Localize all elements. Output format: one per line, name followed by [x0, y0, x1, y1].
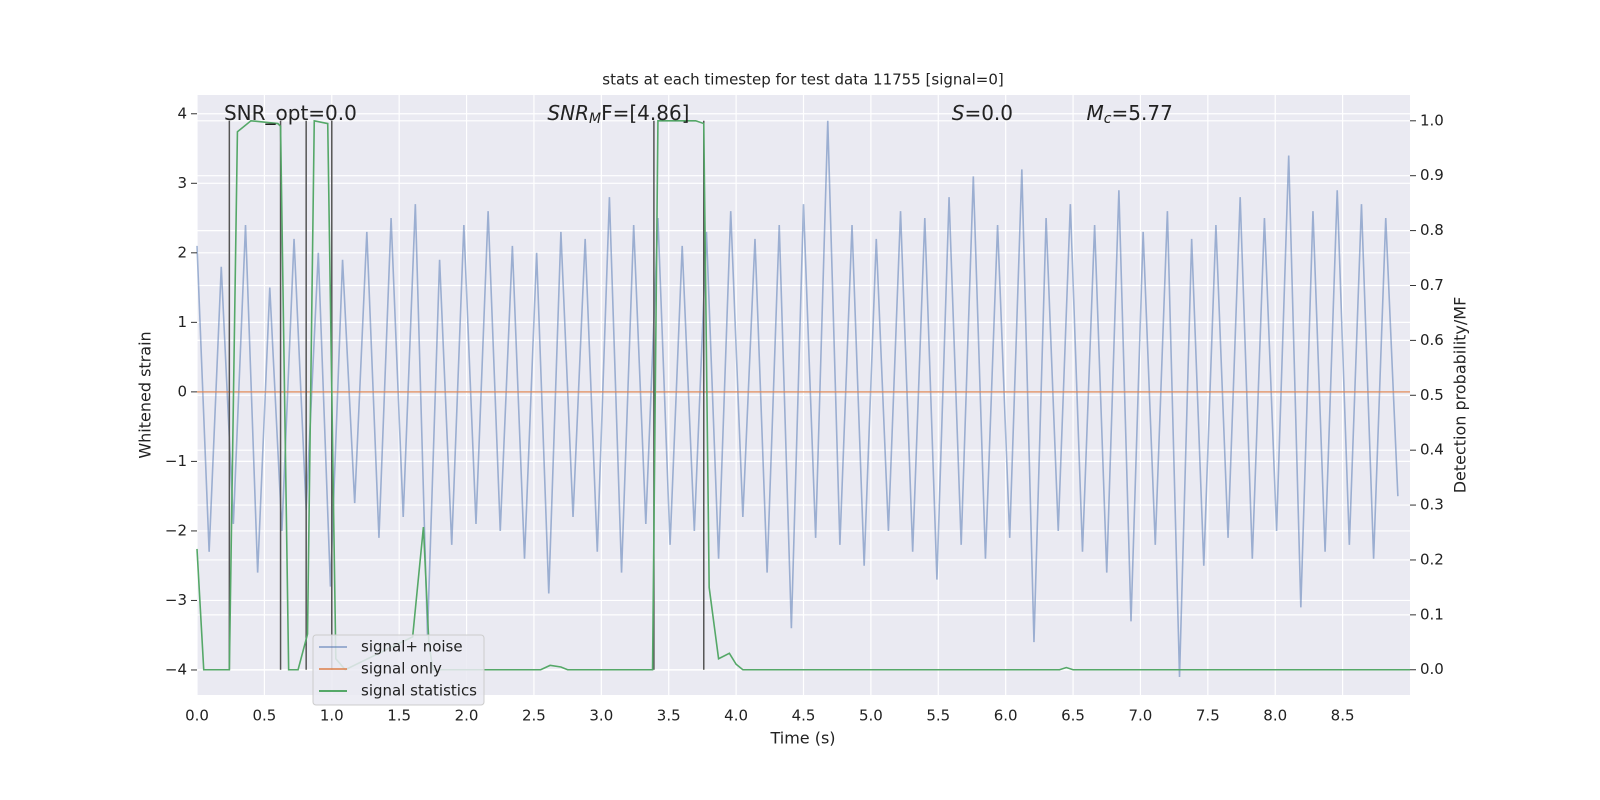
annotation: SNRMF=[4.86] [547, 101, 689, 128]
annotation-part: c [1104, 111, 1112, 127]
x-tick-label: 5.5 [926, 707, 950, 725]
x-tick-label: 3.5 [657, 707, 681, 725]
annotation-part: SNR_opt=0.0 [224, 101, 357, 125]
annotation-part: =5.77 [1112, 101, 1173, 125]
y2-tick-label: 0.1 [1420, 605, 1444, 623]
annotation: SNR_opt=0.0 [224, 101, 357, 125]
y2-tick-label: 1.0 [1420, 111, 1444, 129]
y2-tick-label: 0.5 [1420, 386, 1444, 404]
annotation-part: =0.0 [964, 101, 1013, 125]
y-axis-label: Whitened strain [136, 331, 155, 458]
legend-box [312, 634, 485, 706]
x-tick-label: 0.0 [185, 707, 209, 725]
x-tick-label: 6.0 [994, 707, 1018, 725]
y-tick-label: −4 [165, 660, 187, 678]
x-tick-label: 1.0 [320, 707, 344, 725]
annotation: Mc=5.77 [1087, 101, 1173, 128]
y2-tick-label: 0.2 [1420, 550, 1444, 568]
y-tick-label: 3 [177, 174, 187, 192]
x-tick-label: 6.5 [1061, 707, 1085, 725]
legend-label: signal+ noise [361, 638, 463, 656]
x-tick-label: 2.5 [522, 707, 546, 725]
y-tick-label: 1 [177, 313, 187, 331]
annotation: S=0.0 [952, 101, 1013, 125]
x-tick-label: 4.5 [792, 707, 816, 725]
y2-tick-label: 0.0 [1420, 660, 1444, 678]
legend-label: signal statistics [361, 682, 477, 700]
annotation-part: M [1087, 101, 1104, 125]
y-tick-label: 4 [177, 104, 187, 122]
x-tick-label: 2.0 [455, 707, 479, 725]
annotation-part: SNR [547, 101, 589, 125]
x-tick-label: 4.0 [724, 707, 748, 725]
y2-tick-label: 0.4 [1420, 441, 1444, 459]
annotation-part: S [952, 101, 965, 125]
x-tick-label: 3.0 [589, 707, 613, 725]
x-axis-label: Time (s) [769, 729, 835, 748]
y2-axis-label: Detection probability/MF [1451, 297, 1470, 494]
chart-title: stats at each timestep for test data 117… [602, 71, 1003, 89]
annotation-part: F=[4.86] [601, 101, 689, 125]
x-tick-label: 8.0 [1263, 707, 1287, 725]
legend: signal+ noise signal only signal statistic… [312, 634, 485, 706]
x-tick-label: 1.5 [387, 707, 411, 725]
y-tick-label: −2 [165, 521, 187, 539]
y2-tick-label: 0.7 [1420, 276, 1444, 294]
y-tick-label: −3 [165, 591, 187, 609]
x-tick-label: 0.5 [252, 707, 276, 725]
x-tick-label: 7.5 [1196, 707, 1220, 725]
x-tick-label: 8.5 [1331, 707, 1355, 725]
y2-tick-label: 0.3 [1420, 496, 1444, 514]
y-tick-label: 2 [177, 243, 187, 261]
x-tick-label: 7.0 [1129, 707, 1153, 725]
y-tick-label: −1 [165, 452, 187, 470]
y2-tick-label: 0.8 [1420, 221, 1444, 239]
annotation-part: M [589, 111, 601, 127]
y-tick-label: 0 [177, 382, 187, 400]
x-tick-label: 5.0 [859, 707, 883, 725]
data-line [196, 120, 1399, 677]
y2-tick-label: 0.9 [1420, 166, 1444, 184]
legend-label: signal only [361, 660, 442, 678]
y2-tick-label: 0.6 [1420, 331, 1444, 349]
